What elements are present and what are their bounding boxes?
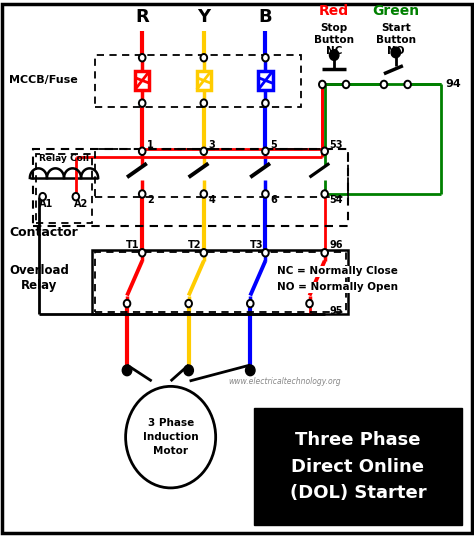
Text: NC = Normally Close: NC = Normally Close [277,266,398,276]
Text: T2: T2 [188,240,201,250]
Circle shape [201,54,207,62]
Bar [254,408,462,525]
Circle shape [126,386,216,488]
Circle shape [246,365,255,376]
Text: 3: 3 [209,140,215,150]
Text: Contactor: Contactor [9,226,78,239]
Circle shape [184,365,193,376]
Bar [95,148,348,197]
Bar [92,250,348,314]
Bar [135,71,149,90]
Circle shape [262,147,269,155]
Circle shape [139,99,146,107]
Text: 95: 95 [329,306,343,316]
Text: 53: 53 [329,140,343,150]
Text: NO = Normally Open: NO = Normally Open [277,282,398,292]
Circle shape [306,300,313,307]
Text: T3: T3 [250,240,263,250]
Text: 5: 5 [270,140,277,150]
Circle shape [73,193,79,200]
Text: 1: 1 [147,140,154,150]
Text: www.electricaltechnology.org: www.electricaltechnology.org [228,376,341,385]
Circle shape [329,50,339,61]
Bar [33,148,348,226]
Bar [95,252,346,311]
Circle shape [404,81,411,88]
Text: Relay Coil: Relay Coil [39,154,89,163]
Text: MCCB/Fuse: MCCB/Fuse [9,76,78,85]
Text: Y: Y [197,8,210,26]
Text: 4: 4 [209,195,215,205]
Circle shape [343,81,349,88]
Text: 94: 94 [446,79,461,90]
Circle shape [381,81,387,88]
Bar [197,71,211,90]
Text: 96: 96 [329,240,343,250]
Circle shape [262,54,269,62]
Text: R: R [135,8,149,26]
Text: B: B [259,8,272,26]
Circle shape [139,147,146,155]
Text: 2: 2 [147,195,154,205]
Circle shape [139,190,146,198]
Circle shape [39,193,46,200]
Text: Stop
Button
NC: Stop Button NC [314,23,354,56]
Text: Overload
Relay: Overload Relay [9,264,69,292]
Text: T1: T1 [127,240,140,250]
Bar [95,55,301,107]
Circle shape [247,300,254,307]
Circle shape [139,249,146,257]
Text: A2: A2 [73,199,88,210]
Circle shape [321,190,328,198]
Text: 3 Phase
Induction
Motor: 3 Phase Induction Motor [143,418,199,456]
Circle shape [201,249,207,257]
Text: Three Phase
Direct Online
(DOL) Starter: Three Phase Direct Online (DOL) Starter [290,431,426,502]
Text: NO = Normally Open: NO = Normally Open [277,282,398,292]
Text: A1: A1 [39,199,53,210]
Circle shape [321,249,328,257]
Circle shape [262,99,269,107]
Text: NC = Normally Close: NC = Normally Close [277,266,398,276]
Circle shape [321,147,328,155]
Text: 6: 6 [270,195,277,205]
Text: Start
Button
NO: Start Button NO [376,23,416,56]
Circle shape [319,81,326,88]
Circle shape [262,249,269,257]
Text: Red: Red [319,4,349,18]
Circle shape [262,190,269,198]
Circle shape [122,365,132,376]
Circle shape [124,300,130,307]
Text: 54: 54 [329,195,343,205]
Circle shape [391,47,401,58]
Bar [258,71,273,90]
Circle shape [201,190,207,198]
Circle shape [201,147,207,155]
Circle shape [185,300,192,307]
Bar [36,154,92,224]
Text: Green: Green [372,4,419,18]
Circle shape [201,99,207,107]
Circle shape [139,54,146,62]
